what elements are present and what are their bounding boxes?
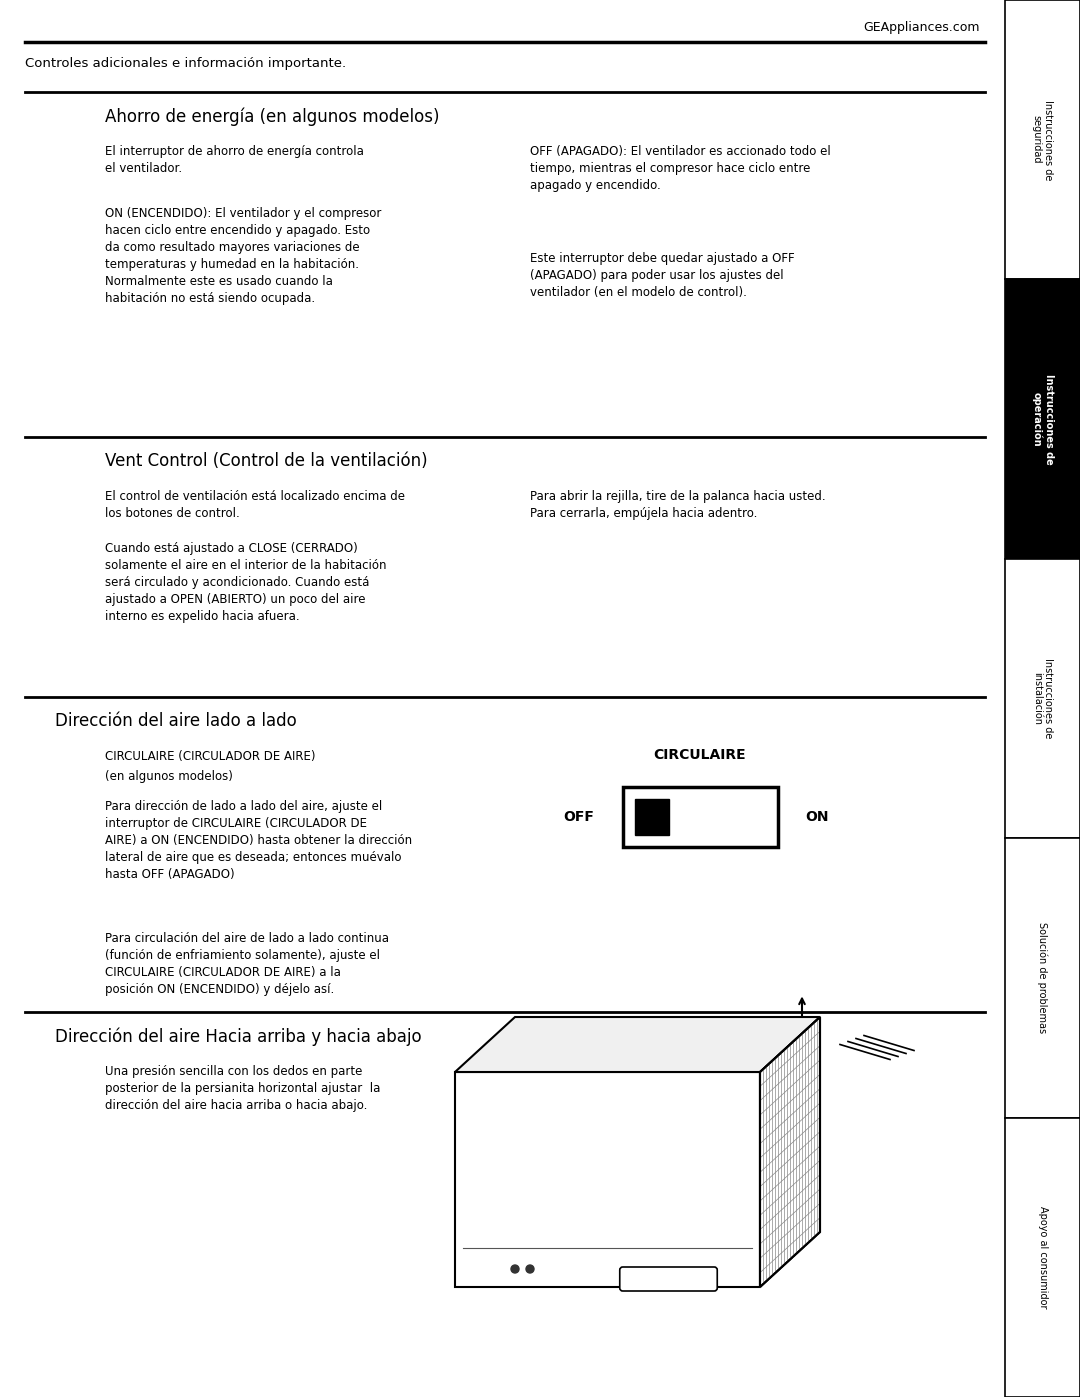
Text: (en algunos modelos): (en algunos modelos): [105, 770, 233, 782]
Text: Instrucciones de
operación: Instrucciones de operación: [1031, 374, 1054, 464]
Bar: [1005, 559, 1080, 838]
Bar: [1005, 838, 1080, 1118]
Text: CIRCULAIRE: CIRCULAIRE: [653, 747, 746, 761]
Bar: [1005, 1118, 1080, 1397]
Bar: [1005, 0, 1080, 279]
Text: El control de ventilación está localizado encima de
los botones de control.: El control de ventilación está localizad…: [105, 490, 405, 520]
Bar: [635, 799, 669, 835]
Text: Este interruptor debe quedar ajustado a OFF
(APAGADO) para poder usar los ajuste: Este interruptor debe quedar ajustado a …: [530, 251, 795, 299]
Text: ON (ENCENDIDO): El ventilador y el compresor
hacen ciclo entre encendido y apaga: ON (ENCENDIDO): El ventilador y el compr…: [105, 207, 381, 305]
Text: Vent Control (Control de la ventilación): Vent Control (Control de la ventilación): [105, 453, 428, 469]
Text: Ahorro de energía (en algunos modelos): Ahorro de energía (en algunos modelos): [105, 108, 440, 126]
Text: El interruptor de ahorro de energía controla
el ventilador.: El interruptor de ahorro de energía cont…: [105, 145, 364, 175]
Text: Para dirección de lado a lado del aire, ajuste el
interruptor de CIRCULAIRE (CIR: Para dirección de lado a lado del aire, …: [105, 800, 413, 882]
Text: Cuando está ajustado a CLOSE (CERRADO)
solamente el aire en el interior de la ha: Cuando está ajustado a CLOSE (CERRADO) s…: [105, 542, 387, 623]
Text: Instrucciones de
instalación: Instrucciones de instalación: [1031, 658, 1053, 739]
Polygon shape: [760, 1017, 820, 1287]
Circle shape: [511, 1266, 519, 1273]
Bar: [622, 787, 778, 847]
FancyBboxPatch shape: [620, 1267, 717, 1291]
Text: ON: ON: [806, 810, 829, 824]
Text: Instrucciones de
seguridad: Instrucciones de seguridad: [1031, 99, 1053, 180]
Polygon shape: [455, 1017, 820, 1071]
Text: OFF: OFF: [564, 810, 594, 824]
Text: CIRCULAIRE (CIRCULADOR DE AIRE): CIRCULAIRE (CIRCULADOR DE AIRE): [105, 750, 315, 763]
Text: GEAppliances.com: GEAppliances.com: [864, 21, 980, 34]
Bar: [1005, 279, 1080, 559]
Text: Dirección del aire Hacia arriba y hacia abajo: Dirección del aire Hacia arriba y hacia …: [55, 1027, 421, 1045]
Circle shape: [526, 1266, 534, 1273]
Text: Solución de problemas: Solución de problemas: [1037, 922, 1048, 1034]
Text: Una presión sencilla con los dedos en parte
posterior de la persianita horizonta: Una presión sencilla con los dedos en pa…: [105, 1065, 380, 1112]
Text: Para abrir la rejilla, tire de la palanca hacia usted.
Para cerrarla, empújela h: Para abrir la rejilla, tire de la palanc…: [530, 490, 825, 520]
Text: Apoyo al consumidor: Apoyo al consumidor: [1038, 1206, 1048, 1309]
Bar: [455, 1071, 760, 1287]
Text: Dirección del aire lado a lado: Dirección del aire lado a lado: [55, 712, 297, 731]
Text: Para circulación del aire de lado a lado continua
(función de enfriamiento solam: Para circulación del aire de lado a lado…: [105, 932, 389, 996]
Text: Controles adicionales e información importante.: Controles adicionales e información impo…: [25, 57, 346, 70]
Text: OFF (APAGADO): El ventilador es accionado todo el
tiempo, mientras el compresor : OFF (APAGADO): El ventilador es accionad…: [530, 145, 831, 191]
